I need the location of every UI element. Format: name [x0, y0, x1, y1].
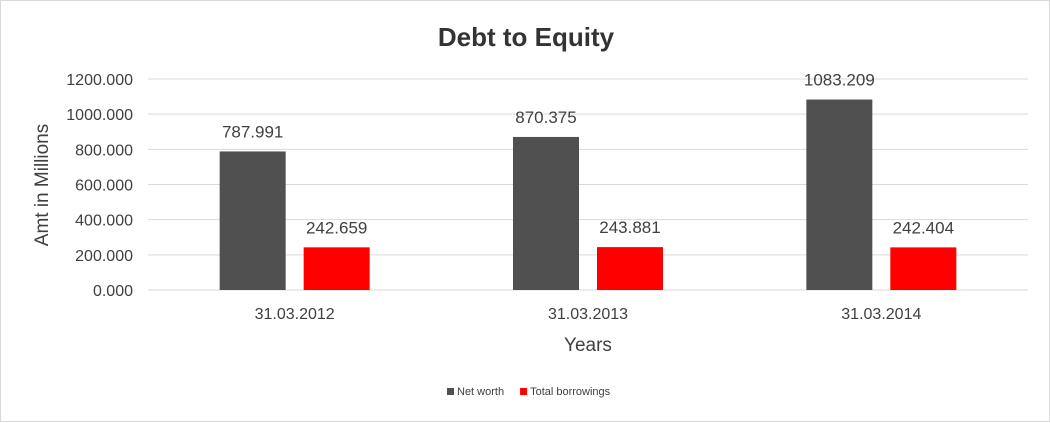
- data-label: 870.375: [515, 108, 576, 127]
- y-tick-label: 200.000: [75, 248, 133, 265]
- x-axis-title: Years: [564, 335, 612, 356]
- bar-net-worth: [806, 99, 873, 290]
- bar-net-worth: [219, 151, 286, 290]
- y-tick-label: 400.000: [75, 213, 133, 230]
- bar-net-worth: [513, 136, 579, 290]
- bar-total-borrowings: [597, 247, 663, 290]
- bar-total-borrowings: [890, 247, 957, 290]
- y-tick-label: 800.000: [75, 142, 133, 159]
- legend-label: Total borrowings: [530, 386, 611, 398]
- x-tick-label: 31.03.2012: [255, 306, 335, 323]
- legend: Net worth Total borrowings: [447, 386, 611, 398]
- data-label: 242.659: [306, 218, 367, 237]
- x-tick-label: 31.03.2014: [841, 306, 921, 323]
- chart-title: Debt to Equity: [438, 22, 615, 52]
- data-label: 243.881: [599, 218, 660, 237]
- bar-total-borrowings: [303, 247, 370, 290]
- legend-swatch: [447, 388, 454, 395]
- y-tick-label: 600.000: [75, 178, 133, 195]
- gridlines: [148, 78, 1028, 291]
- y-axis-ticks: 0.000 200.000 400.000 600.000 800.000 1000.00…: [66, 72, 133, 300]
- bars: [219, 99, 957, 290]
- x-tick-label: 31.03.2013: [548, 306, 628, 323]
- data-label: 1083.209: [804, 71, 875, 90]
- x-axis-ticks: 31.03.2012 31.03.2013 31.03.2014: [255, 306, 922, 323]
- data-labels: 787.991 242.659 870.375 243.881 1083.209 242.…: [222, 71, 954, 238]
- legend-swatch: [520, 388, 528, 395]
- y-tick-label: 0.000: [93, 283, 133, 300]
- y-tick-label: 1200.000: [66, 72, 133, 89]
- data-label: 787.991: [222, 122, 283, 141]
- data-label: 242.404: [893, 218, 954, 237]
- legend-label: Net worth: [457, 386, 504, 398]
- y-tick-label: 1000.000: [66, 107, 133, 124]
- y-axis-title: Amt in Millions: [32, 124, 53, 246]
